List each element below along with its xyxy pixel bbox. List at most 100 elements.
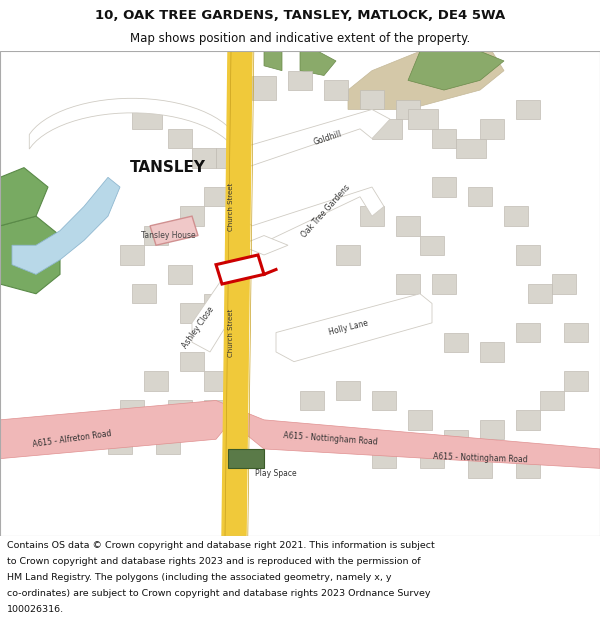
Polygon shape [29,98,235,149]
Bar [180,206,204,226]
Bar [468,459,492,478]
Bar [60,434,84,449]
Bar [420,236,444,255]
Polygon shape [276,294,432,362]
Bar [324,81,348,100]
Bar [372,119,402,139]
Polygon shape [228,109,390,168]
Polygon shape [240,410,600,468]
Bar [336,429,360,449]
Polygon shape [240,187,384,245]
Polygon shape [216,255,264,284]
Bar [120,401,144,420]
Polygon shape [222,51,252,536]
Bar [468,187,492,206]
Bar [540,391,564,410]
Bar [372,449,396,468]
Bar [420,449,444,468]
Bar [204,371,228,391]
Bar [528,284,552,304]
Polygon shape [0,168,48,226]
Bar [144,226,168,245]
Bar [360,206,384,226]
Bar [444,332,468,352]
Bar [444,429,468,449]
Bar [192,148,216,168]
Bar [396,100,420,119]
Text: Contains OS data © Crown copyright and database right 2021. This information is : Contains OS data © Crown copyright and d… [7,541,435,551]
Text: co-ordinates) are subject to Crown copyright and database rights 2023 Ordnance S: co-ordinates) are subject to Crown copyr… [7,589,431,598]
Bar [252,76,276,100]
Bar [516,323,540,342]
Bar [396,216,420,236]
Bar [336,381,360,401]
Text: A615 - Alfreton Road: A615 - Alfreton Road [32,429,112,449]
Text: Play Space: Play Space [255,469,297,478]
Bar [408,109,438,129]
Bar [432,177,456,197]
Polygon shape [150,216,198,245]
Bar [432,129,456,148]
Polygon shape [300,51,336,76]
Bar [360,90,384,109]
Bar [480,342,504,362]
Bar [204,187,228,206]
Bar [144,371,168,391]
Bar [180,352,204,371]
Bar [516,100,540,119]
Bar [216,148,240,168]
Bar [564,371,588,391]
Bar [456,139,486,158]
Text: Tansley House: Tansley House [140,231,196,240]
Bar [168,129,192,148]
Polygon shape [192,279,240,352]
Bar [288,71,312,90]
Bar [108,439,132,454]
Bar [516,459,540,478]
Polygon shape [0,216,60,294]
Bar [480,119,504,139]
Bar [228,449,264,468]
Bar [132,109,162,129]
Text: to Crown copyright and database rights 2023 and is reproduced with the permissio: to Crown copyright and database rights 2… [7,558,421,566]
Text: 10, OAK TREE GARDENS, TANSLEY, MATLOCK, DE4 5WA: 10, OAK TREE GARDENS, TANSLEY, MATLOCK, … [95,9,505,22]
Bar [180,304,204,323]
Text: Map shows position and indicative extent of the property.: Map shows position and indicative extent… [130,32,470,45]
Bar [156,439,180,454]
Bar [480,420,504,439]
Text: Goldhill: Goldhill [312,130,343,148]
Text: Holly Lane: Holly Lane [328,319,368,337]
Text: Church Street: Church Street [228,308,234,357]
Polygon shape [0,401,240,459]
Bar [516,245,540,264]
Text: HM Land Registry. The polygons (including the associated geometry, namely x, y: HM Land Registry. The polygons (includin… [7,573,392,582]
Bar [204,401,228,420]
Text: Ashley Close: Ashley Close [181,305,215,350]
Bar [408,410,432,429]
Text: A615 - Nottingham Road: A615 - Nottingham Road [283,431,377,447]
Bar [564,323,588,342]
Bar [552,274,576,294]
Text: TANSLEY: TANSLEY [130,160,206,175]
Text: Oak Tree Gardens: Oak Tree Gardens [300,183,352,239]
Bar [132,284,156,304]
Polygon shape [264,51,282,71]
Bar [300,391,324,410]
Polygon shape [12,177,120,274]
Bar [372,391,396,410]
Bar [516,410,540,429]
Bar [120,245,144,264]
Text: A615 - Nottingham Road: A615 - Nottingham Road [433,452,527,465]
Bar [204,294,228,313]
Bar [168,264,192,284]
Bar [168,401,192,420]
Polygon shape [348,51,504,109]
Bar [504,206,528,226]
Text: 100026316.: 100026316. [7,605,64,614]
Text: Church Street: Church Street [228,182,234,231]
Bar [432,274,456,294]
Polygon shape [408,51,504,90]
Bar [336,245,360,264]
Polygon shape [240,236,288,255]
Bar [396,274,420,294]
